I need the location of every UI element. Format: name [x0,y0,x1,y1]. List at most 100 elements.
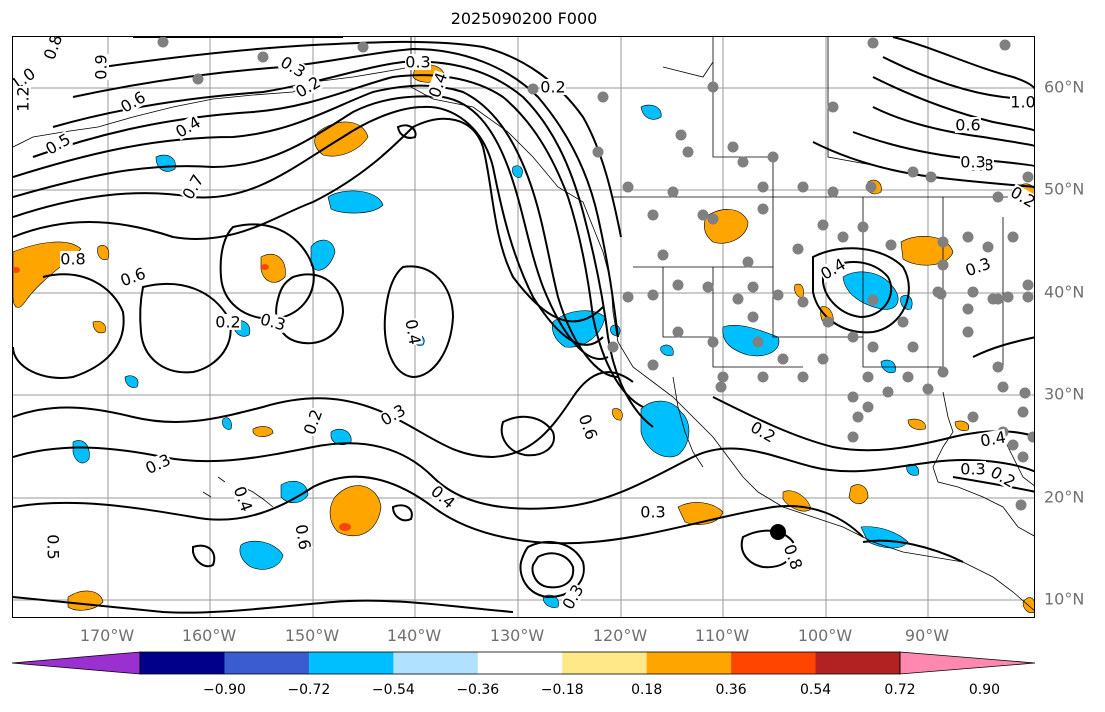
contour-label-bg [15,86,31,112]
station-dot [867,294,879,306]
station-dot [937,236,949,248]
contour-label-bg [640,504,666,520]
contour-label-bg [45,534,61,560]
station-dot [592,146,604,158]
contour-label-bg [963,255,993,279]
contour-label-bg [1007,183,1034,211]
station-dot [992,361,1004,373]
longitude-label: 150°W [284,626,340,645]
station-dot [847,431,859,443]
colorbar-tick-label: 0.18 [631,682,663,698]
contour-label-bg [172,113,204,141]
latitude-label: 40°N [1044,282,1085,302]
station-dot [1015,499,1027,511]
contour-label: 0.6 [117,87,149,116]
station-dot [672,279,684,291]
contour-label: 1.0 [1010,93,1035,112]
station-dot [192,73,204,85]
contour-label-bg [60,251,86,267]
contour-label-bg [402,317,424,347]
contour-label: 0.3 [640,503,665,522]
station-dot [607,341,619,353]
contour-label-bg [978,428,1008,450]
station-markers [157,37,1034,511]
station-dot [647,289,659,301]
contour-label: 0.3 [960,153,985,172]
contour-label: 0.3 [377,400,409,429]
contour-label-bg [231,484,255,514]
station-dot [737,156,749,168]
longitude-label: 120°W [592,626,648,645]
latitude-label: 30°N [1044,384,1085,404]
contour-label-bg [215,314,241,330]
station-dot [867,37,879,49]
contour-label: 0.2 [747,417,779,446]
contour-label-bg [277,53,309,81]
coastlines [13,37,1034,611]
colorbar-extend-low [11,651,141,675]
contour-label-bg [960,154,986,170]
colorbar-tick-label: −0.90 [202,682,246,698]
contour-label: 0.3 [258,310,288,335]
contour-label-bg [427,482,459,512]
station-dot [157,37,169,48]
longitude-label: 130°W [489,626,545,645]
longitude-label: 90°W [904,626,950,645]
colorbar-tick-label: 0.36 [715,682,747,698]
station-dot [867,341,879,353]
contour-label: 0.9 [92,54,111,79]
contour-label-bg [301,407,325,437]
colorbar-tick-label: −0.72 [287,682,331,698]
colorbar [11,651,1036,675]
colorbar-tick-label: −0.36 [456,682,500,698]
station-dot [827,101,839,113]
station-dot [967,411,979,423]
map-panel: 0.8 1.0 1.2 0.9 0.7 0.5 0.4 0.6 0.3 0.2 0.8 0.6 0.4 0… [12,36,1035,618]
station-dot [962,303,974,315]
station-dot [1022,291,1034,303]
contour-label-bg [42,130,74,158]
station-dot [707,336,719,348]
station-dot [925,171,937,183]
contour-label: 0.2 [215,313,240,332]
station-dot [907,166,919,178]
station-dot [622,291,634,303]
station-dot [1007,439,1019,451]
map-canvas: 0.81.01.20.90.70.50.40.60.30.20.80.60.40… [13,37,1035,617]
station-dot [847,331,859,343]
station-dot [732,293,744,305]
station-dot [902,371,914,383]
contour-label-bg [258,310,288,334]
contour-label: 0.3 [960,460,985,479]
contour-label-bg [292,73,324,101]
station-dot [357,41,369,53]
station-dot [817,353,829,365]
station-dot [647,359,659,371]
station-dot [817,219,829,231]
station-dot [1019,387,1031,399]
contour-label-bg [960,461,986,477]
station-dot [657,249,669,261]
contour-label-bg [540,79,566,95]
colorbar-segment [731,652,817,674]
contour-lines [13,37,1034,614]
station-dot [865,181,877,193]
station-dot [715,381,727,393]
station-dot [1017,451,1029,463]
station-dot [667,186,679,198]
station-dot [772,289,784,301]
contour-label-bg [576,412,600,442]
station-dot [697,209,709,221]
latitude-label: 20°N [1044,487,1085,507]
contour-label: 0.4 [979,427,1007,450]
station-dot [992,191,1004,203]
station-dot [797,181,809,193]
station-dot [997,381,1009,393]
contour-label-bg [117,88,149,116]
colorbar-segment [815,652,901,674]
contour-label-bg [179,171,207,203]
station-dot [702,281,714,293]
station-dot [999,39,1011,51]
colorbar-tick-label: 0.72 [884,682,916,698]
station-dot [837,231,849,243]
